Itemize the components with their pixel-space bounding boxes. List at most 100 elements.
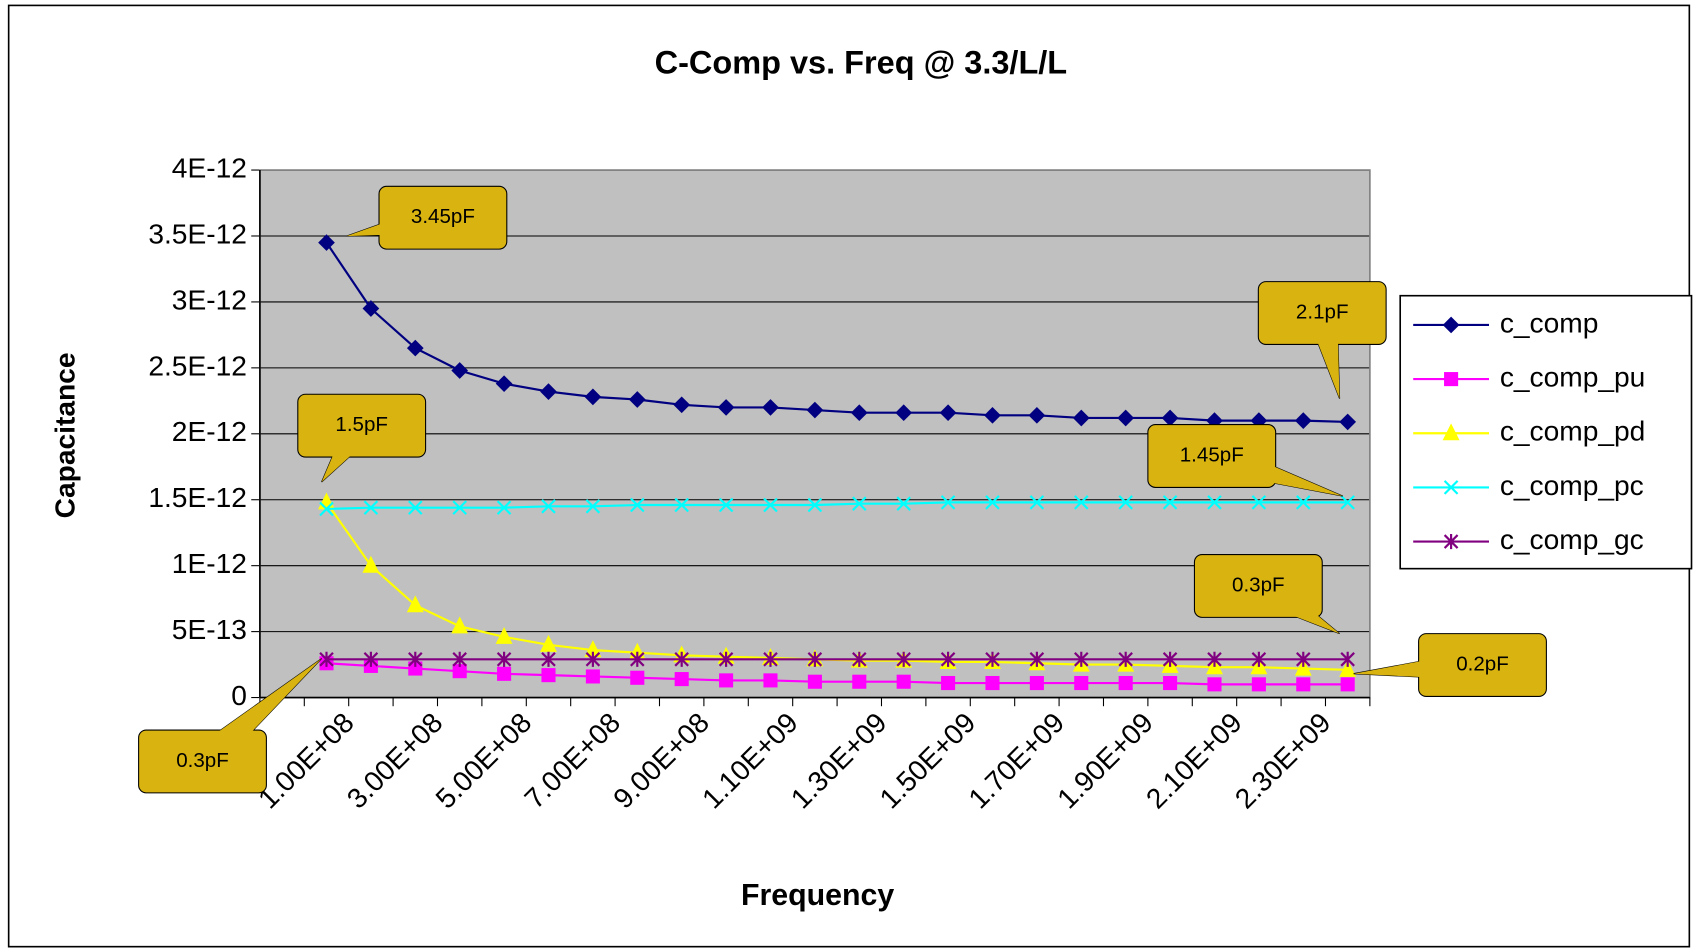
point xyxy=(940,651,956,667)
y-tick-label: 5E-13 xyxy=(172,614,247,645)
point xyxy=(1207,677,1222,692)
point xyxy=(363,651,379,667)
point xyxy=(852,674,867,689)
point xyxy=(1251,677,1266,692)
point xyxy=(1251,495,1267,510)
callout-label: 0.3pF xyxy=(1232,573,1285,596)
legend-marker xyxy=(1443,533,1459,550)
callout-label: 0.3pF xyxy=(176,749,229,772)
point xyxy=(1296,677,1311,692)
point xyxy=(1117,409,1135,427)
point xyxy=(1029,495,1045,510)
point xyxy=(630,651,645,667)
point xyxy=(408,651,423,667)
point xyxy=(406,595,424,613)
point xyxy=(1162,495,1178,510)
point xyxy=(896,496,911,511)
callout-label: 1.5pF xyxy=(335,413,388,436)
point xyxy=(762,399,779,416)
point xyxy=(763,497,778,513)
point xyxy=(451,362,469,379)
callout: 1.5pF xyxy=(297,393,427,483)
y-tick-label: 3E-12 xyxy=(172,284,247,315)
y-tick-label: 0 xyxy=(231,680,247,711)
callout-pointer-fill xyxy=(1307,310,1340,399)
point xyxy=(941,675,956,691)
legend-marker xyxy=(1442,316,1460,334)
point xyxy=(319,651,334,667)
point xyxy=(495,627,513,644)
point xyxy=(1118,651,1133,667)
point xyxy=(719,673,734,688)
point xyxy=(541,651,556,667)
point xyxy=(1074,651,1089,667)
point xyxy=(362,300,380,317)
point xyxy=(807,674,822,689)
y-tick-label: 2E-12 xyxy=(172,416,247,447)
point xyxy=(1029,651,1045,667)
point xyxy=(1340,677,1355,692)
point xyxy=(674,672,689,687)
point xyxy=(1294,658,1312,676)
y-tick-label: 1E-12 xyxy=(172,548,247,579)
point xyxy=(630,670,645,685)
point xyxy=(806,401,824,419)
callout: 0.3pF xyxy=(138,658,323,794)
series-line xyxy=(326,662,1348,686)
point xyxy=(585,669,600,684)
point xyxy=(496,651,512,667)
point xyxy=(674,497,689,513)
point xyxy=(540,383,557,400)
point xyxy=(495,375,513,393)
y-tick-label: 1.5E-12 xyxy=(148,482,247,513)
point xyxy=(985,675,1000,691)
point xyxy=(406,339,424,357)
point xyxy=(1251,651,1267,667)
point xyxy=(452,651,467,667)
point xyxy=(1162,651,1178,667)
point xyxy=(1296,495,1311,510)
legend-marker xyxy=(1443,480,1459,495)
point xyxy=(497,666,512,681)
callout: 0.2pF xyxy=(1353,633,1547,698)
point xyxy=(673,396,691,414)
point xyxy=(1340,651,1355,667)
point xyxy=(1340,495,1355,510)
point xyxy=(940,495,956,510)
point xyxy=(1074,495,1089,510)
point xyxy=(985,495,1000,510)
point xyxy=(1074,675,1089,691)
legend-label: c_comp_pd xyxy=(1500,416,1645,447)
callout-label: 1.45pF xyxy=(1180,443,1244,466)
legend-marker xyxy=(1442,423,1460,441)
point xyxy=(1339,659,1357,677)
callout-pointer-fill xyxy=(192,658,322,773)
point xyxy=(452,500,467,515)
y-tick-label: 2.5E-12 xyxy=(148,350,247,381)
point xyxy=(319,501,334,517)
point xyxy=(541,668,556,683)
callout-pointer-fill xyxy=(1353,649,1484,681)
point xyxy=(1294,412,1312,429)
callout: 3.45pF xyxy=(346,185,508,250)
point xyxy=(585,651,601,667)
x-axis-label: Frequency xyxy=(741,879,894,912)
callout-pointer-fill xyxy=(346,202,446,237)
point xyxy=(1207,651,1222,667)
point xyxy=(318,234,335,251)
legend-label: c_comp_gc xyxy=(1500,524,1644,555)
point xyxy=(896,674,911,689)
series-line xyxy=(326,501,1348,511)
point xyxy=(630,497,645,513)
point xyxy=(718,651,734,667)
point xyxy=(1118,495,1133,510)
point xyxy=(1028,406,1046,424)
point xyxy=(850,404,868,422)
point xyxy=(807,651,823,667)
callout-pointer-fill xyxy=(1250,572,1340,634)
point xyxy=(718,497,734,513)
point xyxy=(1207,495,1222,510)
point xyxy=(852,496,867,511)
y-axis-label: Capacitance xyxy=(50,353,81,519)
